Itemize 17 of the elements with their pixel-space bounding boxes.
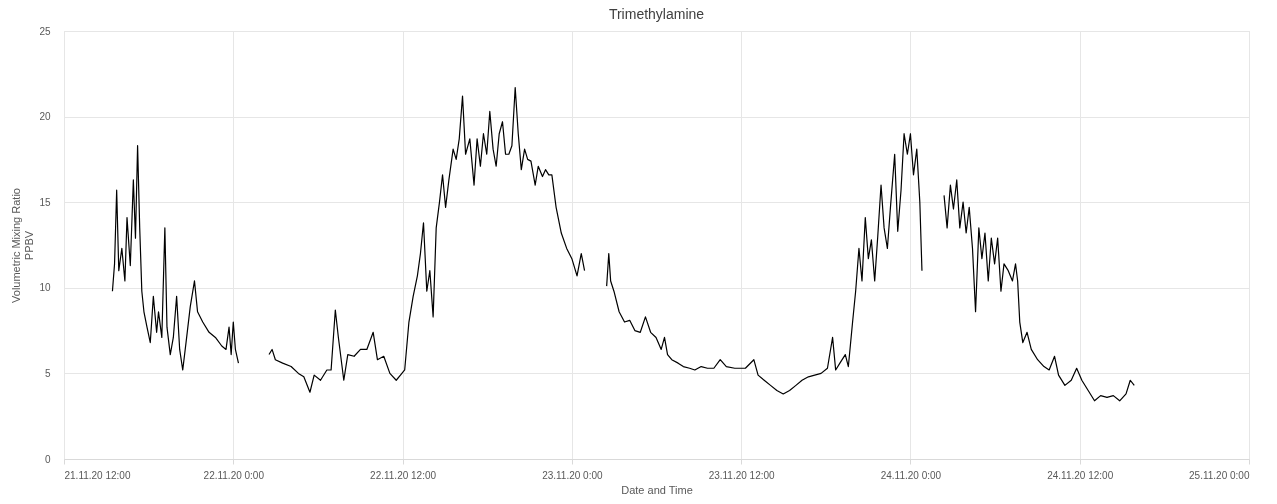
y-tick-label: 25 xyxy=(39,25,51,37)
x-tick-label: 22.11.20 0:00 xyxy=(203,469,265,481)
chart-title: Trimethylamine xyxy=(608,6,705,22)
y-tick-label: 20 xyxy=(39,111,51,123)
y-tick-label: 15 xyxy=(39,196,51,208)
y-axis-title: Volumetric Mixing Ratio PPBV xyxy=(10,188,36,303)
x-tick-label: 23.11.20 12:00 xyxy=(708,469,776,481)
x-tick-label: 21.11.20 12:00 xyxy=(64,469,131,481)
y-tick-label: 0 xyxy=(44,453,51,465)
x-tick-label: 23.11.20 0:00 xyxy=(542,469,603,481)
x-axis-title: Date and Time xyxy=(621,483,693,496)
y-tick-label: 5 xyxy=(44,367,51,379)
y-tick-label: 10 xyxy=(39,282,51,294)
x-tick-label: 24.11.20 0:00 xyxy=(880,469,942,481)
x-tick-label: 22.11.20 12:00 xyxy=(370,469,437,481)
x-tick-label: 24.11.20 12:00 xyxy=(1047,469,1114,481)
x-tick-label: 25.11.20 0:00 xyxy=(1189,469,1250,481)
